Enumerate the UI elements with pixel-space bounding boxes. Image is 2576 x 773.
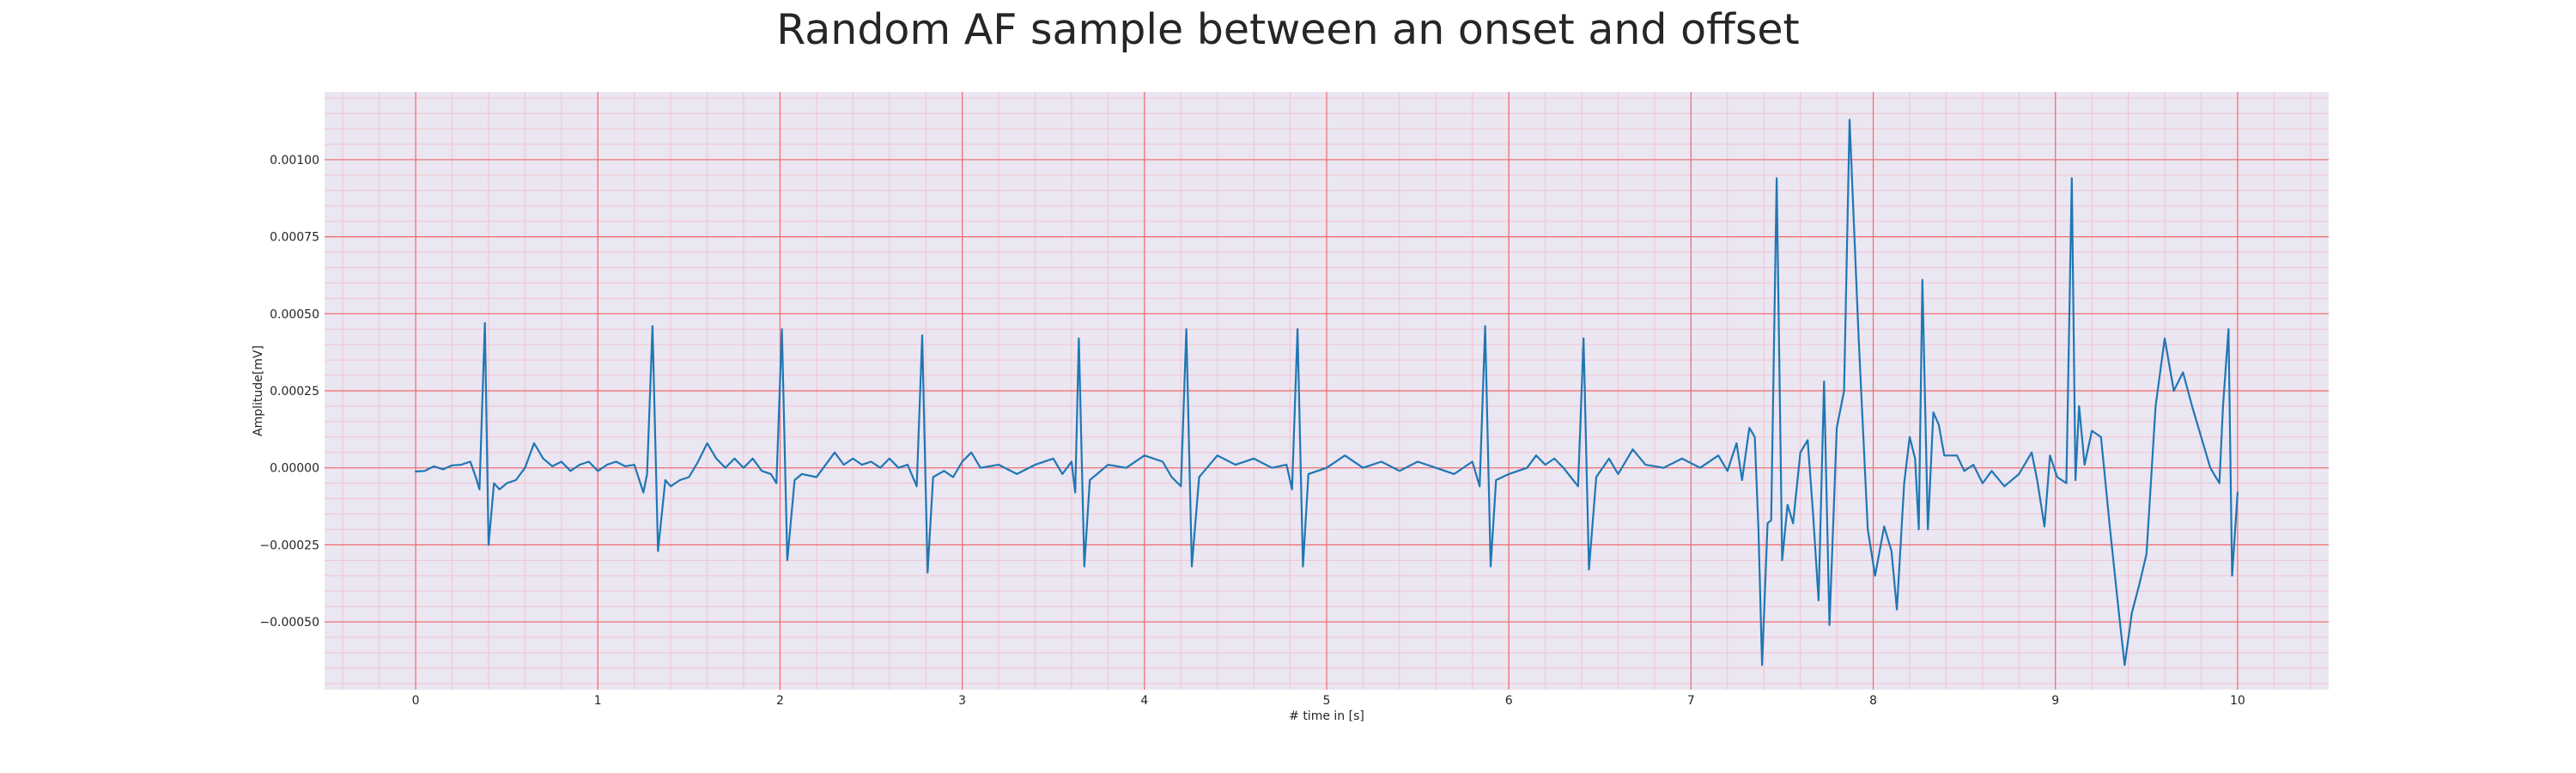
x-tick-label: 2 bbox=[776, 694, 784, 708]
x-tick-label: 4 bbox=[1140, 694, 1148, 708]
x-tick-label: 8 bbox=[1869, 694, 1877, 708]
x-tick-label: 1 bbox=[594, 694, 602, 708]
x-tick-label: 3 bbox=[958, 694, 966, 708]
x-tick-label: 5 bbox=[1323, 694, 1331, 708]
x-tick-label: 7 bbox=[1687, 694, 1695, 708]
series-layer bbox=[415, 119, 2239, 666]
chart-title: Random AF sample between an onset and of… bbox=[776, 5, 1800, 54]
y-tick-label: 0.00025 bbox=[270, 385, 319, 399]
x-axis-label: # time in [s] bbox=[1289, 709, 1364, 723]
x-tick-label: 0 bbox=[412, 694, 420, 708]
y-tick-label: 0.00075 bbox=[270, 231, 319, 245]
ecg-series-line bbox=[415, 119, 2239, 666]
x-tick-label: 10 bbox=[2230, 694, 2245, 708]
y-tick-label: 0.00100 bbox=[270, 154, 319, 167]
y-tick-label: −0.00050 bbox=[259, 616, 319, 630]
y-tick-label: 0.00000 bbox=[270, 462, 319, 476]
x-tick-label: 9 bbox=[2051, 694, 2059, 708]
y-axis-label: Amplitude[mV] bbox=[252, 345, 265, 436]
y-tick-label: 0.00050 bbox=[270, 307, 319, 321]
y-tick-label: −0.00025 bbox=[259, 539, 319, 552]
x-tick-labels: 0 1 2 3 4 5 6 7 8 9 10 bbox=[412, 694, 2245, 708]
x-tick-label: 6 bbox=[1505, 694, 1513, 708]
y-tick-labels: −0.00050 −0.00025 0.00000 0.00025 0.00050 0.0… bbox=[259, 154, 319, 630]
